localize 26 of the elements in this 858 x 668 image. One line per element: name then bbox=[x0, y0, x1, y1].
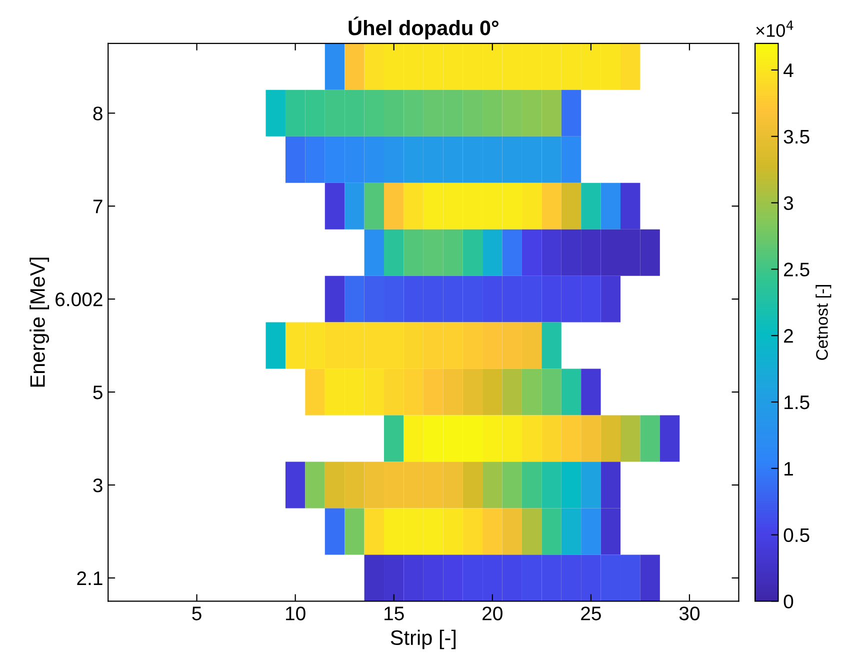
color-bar-label: 3.5 bbox=[784, 130, 810, 144]
x-tick-label: 15 bbox=[384, 606, 404, 620]
color-bar-label: 4 bbox=[784, 64, 794, 78]
y-tick-label: 2.1 bbox=[77, 571, 102, 586]
y-tick-label: 3 bbox=[93, 478, 102, 492]
color-bar-title: Cetnost [-] bbox=[816, 285, 832, 360]
color-bar-label: 2 bbox=[784, 329, 793, 343]
color-bar-label: 1 bbox=[784, 462, 793, 476]
text: ×10$^{4}$ bbox=[756, 20, 794, 37]
color-bar-label: 3 bbox=[784, 196, 794, 210]
x-axis-title: Strip [-] bbox=[390, 630, 456, 650]
y-tick-label: 6.002 bbox=[56, 292, 102, 306]
color-bar-label: 0.5 bbox=[784, 528, 810, 542]
x-tick-label: 5 bbox=[192, 606, 202, 620]
x-tick-label: 20 bbox=[482, 606, 502, 620]
chart-title: Úhel dopadu 0° bbox=[348, 16, 498, 40]
x-tick-label: 25 bbox=[581, 606, 601, 620]
x-tick-label: 30 bbox=[679, 606, 700, 620]
color-bar-label: 2.5 bbox=[784, 262, 810, 276]
color-bar-label: 0 bbox=[784, 594, 794, 608]
color-bar-label: 1.5 bbox=[784, 396, 810, 410]
y-tick-label: 5 bbox=[93, 386, 102, 400]
x-tick-label: 10 bbox=[286, 606, 306, 620]
y-axis-title: Energie [MeV] bbox=[30, 258, 50, 387]
y-tick-label: 8 bbox=[93, 106, 102, 120]
y-tick-label: 7 bbox=[93, 200, 102, 214]
